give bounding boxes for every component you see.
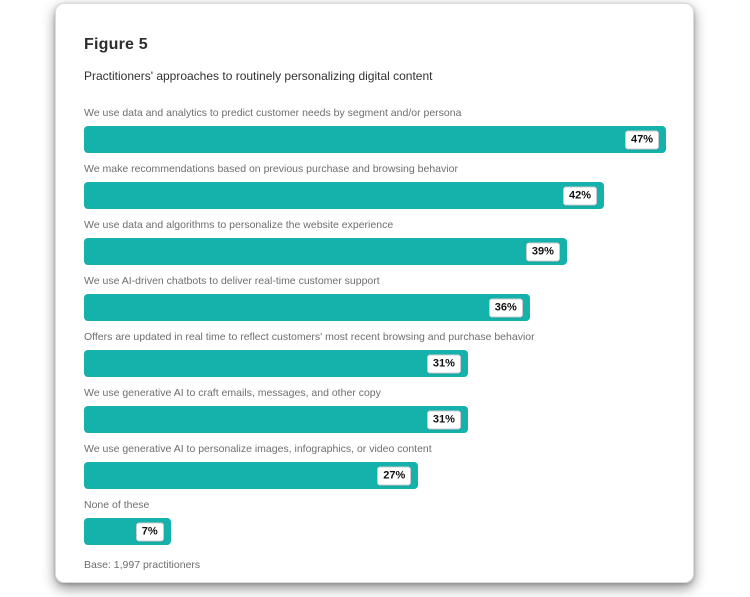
bar: 36%	[84, 294, 530, 321]
bar-row: We use data and analytics to predict cus…	[84, 107, 666, 153]
bar-track: 7%	[84, 518, 666, 545]
value-badge: 31%	[426, 410, 461, 429]
bar-track: 27%	[84, 462, 666, 489]
bar: 31%	[84, 350, 468, 377]
bar-track: 42%	[84, 182, 666, 209]
value-badge: 7%	[135, 522, 164, 541]
bar-label: We use AI-driven chatbots to deliver rea…	[84, 275, 380, 287]
figure-card: Figure 5 Practitioners' approaches to ro…	[55, 3, 694, 583]
bar-row: We use generative AI to craft emails, me…	[84, 387, 666, 433]
bar-label: Offers are updated in real time to refle…	[84, 331, 535, 343]
bar-row: Offers are updated in real time to refle…	[84, 331, 666, 377]
bar-track: 39%	[84, 238, 666, 265]
value-badge: 39%	[525, 242, 560, 261]
bar: 7%	[84, 518, 171, 545]
figure-subtitle: Practitioners' approaches to routinely p…	[84, 69, 433, 83]
bar-track: 36%	[84, 294, 666, 321]
bar-row: We use generative AI to personalize imag…	[84, 443, 666, 489]
figure-title: Figure 5	[84, 36, 148, 53]
value-badge: 31%	[426, 354, 461, 373]
bar-label: None of these	[84, 499, 150, 511]
bar-track: 47%	[84, 126, 666, 153]
bar: 31%	[84, 406, 468, 433]
bar: 42%	[84, 182, 605, 209]
base-note: Base: 1,997 practitioners	[84, 559, 201, 571]
bar-track: 31%	[84, 350, 666, 377]
bar-label: We use data and analytics to predict cus…	[84, 107, 462, 119]
bar: 27%	[84, 462, 419, 489]
bar-row: None of these 7%	[84, 499, 666, 545]
value-badge: 47%	[624, 130, 659, 149]
value-badge: 36%	[488, 298, 523, 317]
bar: 39%	[84, 238, 567, 265]
bar-row: We make recommendations based on previou…	[84, 163, 666, 209]
bar-label: We use generative AI to craft emails, me…	[84, 387, 381, 399]
value-badge: 27%	[377, 466, 412, 485]
value-badge: 42%	[563, 186, 598, 205]
bar-label: We use data and algorithms to personaliz…	[84, 219, 394, 231]
bar-row: We use AI-driven chatbots to deliver rea…	[84, 275, 666, 321]
bar-row: We use data and algorithms to personaliz…	[84, 219, 666, 265]
bar-label: We use generative AI to personalize imag…	[84, 443, 432, 455]
bar-chart: We use data and analytics to predict cus…	[84, 107, 666, 545]
bar-label: We make recommendations based on previou…	[84, 163, 458, 175]
bar-track: 31%	[84, 406, 666, 433]
bar: 47%	[84, 126, 666, 153]
